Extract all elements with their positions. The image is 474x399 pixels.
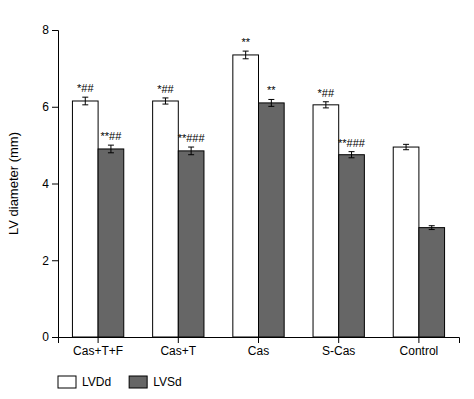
error-bar: [323, 102, 329, 108]
y-axis-title: LV diameter (mm): [6, 132, 21, 235]
x-tick-mark: [418, 337, 419, 343]
error-bar: [349, 152, 355, 158]
error-bar: [429, 226, 435, 230]
annotation: *##: [157, 83, 174, 95]
x-tick: Cas+T: [160, 337, 196, 358]
annotation: **: [241, 36, 250, 48]
error-bar: [268, 99, 274, 106]
marks: [72, 51, 444, 337]
x-tick: Cas: [248, 337, 269, 358]
legend-item: LVSd: [129, 375, 181, 389]
y-tick: 4: [42, 177, 58, 191]
error-bar: [243, 51, 249, 59]
bar: [98, 149, 124, 337]
bar: [178, 151, 204, 337]
error-bar: [82, 97, 88, 105]
y-tick-label: 2: [42, 254, 49, 268]
annotation: *##: [77, 82, 94, 94]
y-tick: 6: [42, 100, 58, 114]
plot: 0 2 4 6 8 Cas+T+F Cas+T Cas S-Cas Control LV diame…: [6, 23, 460, 357]
x-tick-mark: [338, 337, 339, 343]
annotation: *##: [318, 87, 335, 99]
x-axis: Cas+T+F Cas+T Cas S-Cas Control: [59, 337, 460, 358]
bar: [233, 55, 259, 337]
chart: 0 2 4 6 8 Cas+T+F Cas+T Cas S-Cas Control LV diame…: [0, 0, 474, 399]
y-tick-mark: [52, 184, 58, 185]
legend: LVDd LVSd: [58, 375, 182, 389]
x-axis-line: [59, 338, 460, 344]
annotation: **###: [178, 132, 206, 144]
y-tick-mark: [52, 30, 58, 31]
legend-swatch: [129, 376, 147, 388]
y-tick: 2: [42, 254, 58, 268]
bar: [153, 101, 179, 337]
legend-swatch: [58, 376, 76, 388]
y-axis: 0 2 4 6 8: [42, 23, 58, 344]
x-tick: S-Cas: [322, 337, 355, 358]
legend-item: LVDd: [58, 375, 111, 389]
y-tick: 0: [42, 330, 58, 344]
y-tick-mark: [52, 260, 58, 261]
annotation: **###: [338, 137, 366, 149]
error-bar: [108, 145, 114, 153]
y-tick-label: 0: [42, 330, 49, 344]
y-tick-label: 4: [42, 177, 49, 191]
error-bar: [162, 98, 168, 104]
x-tick-mark: [258, 337, 259, 343]
x-tick-label: Cas: [248, 344, 269, 358]
x-tick-mark: [178, 337, 179, 343]
x-tick-label: Cas+T+F: [73, 344, 123, 358]
y-tick-mark: [52, 337, 58, 338]
x-tick: Control: [400, 337, 439, 358]
bar: [313, 105, 339, 337]
y-tick-label: 6: [42, 100, 49, 114]
y-axis-line: [52, 31, 59, 338]
annotation: **##: [101, 130, 123, 142]
x-tick-label: Cas+T: [160, 344, 196, 358]
x-tick-label: S-Cas: [322, 344, 355, 358]
x-tick-label: Control: [400, 344, 439, 358]
y-tick: 8: [42, 23, 58, 37]
annotation: **: [267, 84, 276, 96]
annotations: *## *## ** *## **## **### ** **###: [77, 36, 366, 149]
error-bar: [403, 144, 409, 149]
bar: [259, 103, 285, 337]
bar: [72, 101, 98, 337]
legend-label: LVSd: [153, 375, 181, 389]
y-tick-mark: [52, 107, 58, 108]
bar: [419, 228, 445, 337]
x-tick: Cas+T+F: [73, 337, 123, 358]
error-bar: [188, 147, 194, 155]
y-tick-label: 8: [42, 23, 49, 37]
bar: [393, 147, 419, 337]
bar: [339, 155, 365, 337]
x-tick-mark: [98, 337, 99, 343]
legend-label: LVDd: [82, 375, 111, 389]
